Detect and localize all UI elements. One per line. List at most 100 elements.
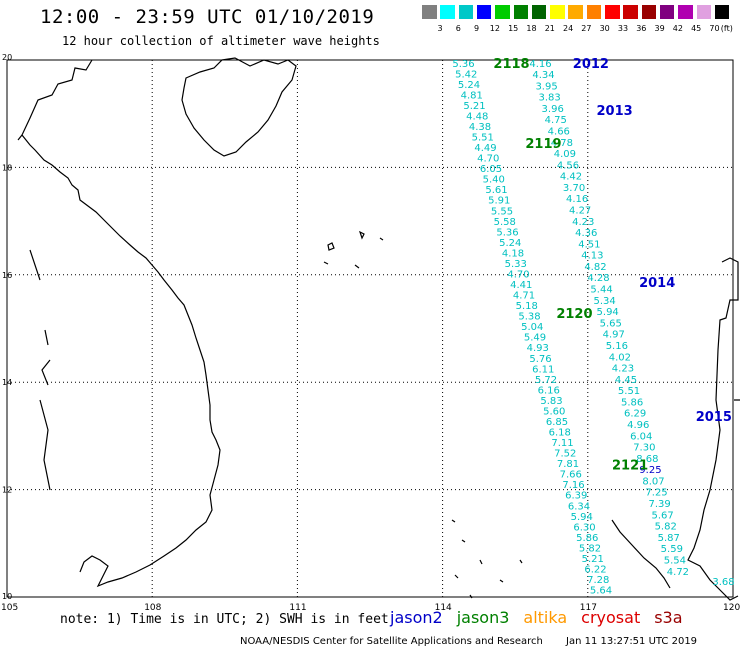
pass-label: 2118 [493,57,529,72]
y-tick-label: 12 [2,486,12,495]
wave-height-value: 4.71 [513,291,535,302]
wave-height-value: 6.34 [568,501,590,512]
page-title: 12:00 - 23:59 UTC 01/10/2019 [40,6,375,28]
scale-tick-label: 9 [474,24,480,33]
wave-height-value: 7.52 [554,449,576,460]
wave-height-value: 7.11 [551,438,573,449]
wave-height-value: 4.78 [551,138,573,149]
wave-height-value: 5.42 [455,69,477,80]
y-tick-label: 20 [2,53,12,62]
scale-swatch [440,5,455,19]
vietnam-border [17,134,51,491]
satellite-name: altika [523,608,568,627]
wave-height-value: 4.34 [532,70,554,81]
wave-height-value: 5.94 [597,307,619,318]
scale-swatch [586,5,602,19]
wave-height-value: 5.67 [652,510,674,521]
scale-swatch [531,5,547,19]
wave-height-value: 5.64 [590,586,612,597]
scale-swatch [714,5,730,19]
map-frame [6,59,734,598]
wave-height-value: 3.68 [712,577,734,588]
page-subtitle: 12 hour collection of altimeter wave hei… [62,34,380,48]
wave-height-value: 5.58 [494,217,516,228]
x-tick-label: 114 [435,603,452,613]
wave-height-value: 4.42 [560,172,582,183]
wave-height-value: 4.70 [477,154,499,165]
wave-height-value: 5.36 [452,59,474,70]
wave-height-value: 5.59 [661,544,683,555]
wave-height-value: 4.97 [603,330,625,341]
scale-swatch [422,5,437,19]
wave-height-value: 6.05 [480,164,502,175]
wave-height-value: 5.04 [521,322,543,333]
palawan-coastline [611,519,671,589]
wave-height-value: 7.39 [648,499,670,510]
wave-height-value: 5.24 [458,80,480,91]
wave-height-value: 4.70 [507,269,529,280]
scale-tick-label: 15 [508,24,519,33]
wave-height-value: 7.25 [645,488,667,499]
wave-height-value: 4.66 [548,126,570,137]
wave-height-value: 7.30 [633,443,655,454]
wave-height-value: 4.72 [667,567,689,578]
wave-height-value: 6.04 [630,431,652,442]
wave-height-value: 8.07 [642,476,664,487]
scale-swatch [641,5,657,19]
wave-height-value: 5.76 [529,354,551,365]
wave-height-value: 5.21 [463,101,485,112]
lat-lon-grid [6,59,734,598]
scale-swatch [476,5,492,19]
scale-swatch [605,5,620,19]
scale-unit: (ft) [720,24,733,33]
wave-height-value: 5.51 [618,386,640,397]
wave-height-value: 5.86 [576,533,598,544]
wave-height-value: 5.60 [543,406,565,417]
y-tick-label: 18 [2,163,12,172]
wave-height-value: 9.25 [639,465,661,476]
wave-height-value: 5.87 [658,533,680,544]
wave-height-value: 4.09 [554,149,576,160]
wave-height-value: 5.72 [535,375,557,386]
wave-height-value: 5.49 [524,333,546,344]
scale-swatch [568,5,583,19]
wave-height-value: 5.82 [655,522,677,533]
wave-height-value: 4.96 [627,420,649,431]
spratly-islands [451,519,523,599]
wave-height-value: 4.41 [510,280,532,291]
wave-height-value: 4.45 [615,375,637,386]
wave-height-value: 6.11 [532,364,554,375]
generated-timestamp: Jan 11 13:27:51 UTC 2019 [566,636,698,647]
wave-height-value: 5.82 [579,543,601,554]
wave-height-value: 5.44 [590,285,612,296]
scale-swatch [458,5,474,19]
wave-height-value: 6.39 [565,491,587,502]
wave-height-value: 4.49 [474,143,496,154]
x-tick-label: 111 [289,603,306,613]
wave-height-value: 5.33 [505,259,527,270]
pass-label: 2013 [597,104,633,119]
scale-tick-label: 12 [489,24,500,33]
wave-height-value: 5.61 [485,185,507,196]
scale-tick-label: 45 [691,24,702,33]
wave-height-value: 6.18 [549,428,571,439]
wave-height-value: 5.21 [582,554,604,565]
wave-height-value: 4.13 [581,251,603,262]
pass-label: 2121 [612,458,648,473]
y-tick-label: 14 [2,378,12,387]
scale-swatch [623,5,638,19]
footer-note: note: 1) Time is in UTC; 2) SWH is in fe… [60,612,389,627]
satellite-legend: jason2 jason3 altika cryosat s3a [390,608,697,627]
wave-height-value: 5.16 [606,341,628,352]
wave-height-value: 5.36 [496,227,518,238]
wave-height-value: 6.85 [546,417,568,428]
wave-height-value: 7.81 [557,459,579,470]
wave-height-value: 7.16 [562,480,584,491]
scale-tick-label: 36 [636,24,647,33]
satellite-name: jason2 [390,608,443,627]
wave-height-value: 4.48 [466,111,488,122]
x-tick-label: 105 [1,603,18,613]
pass-label: 2120 [556,307,592,322]
wave-height-value: 4.27 [569,206,591,217]
